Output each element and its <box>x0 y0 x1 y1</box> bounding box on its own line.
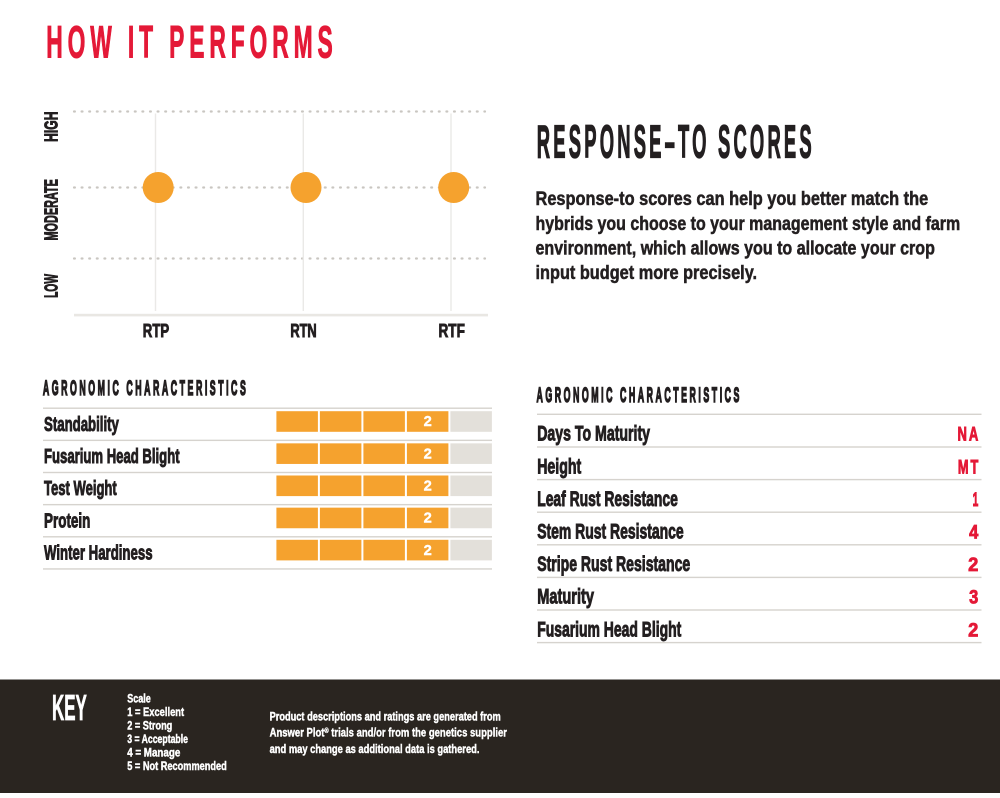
svg-text:HOW IT PERFORMS: HOW IT PERFORMS <box>46 17 337 68</box>
svg-text:3: 3 <box>969 586 978 608</box>
svg-text:Stripe Rust Resistance: Stripe Rust Resistance <box>537 552 690 576</box>
svg-text:NA: NA <box>957 424 980 445</box>
svg-text:Product descriptions and ratin: Product descriptions and ratings are gen… <box>270 710 501 724</box>
svg-text:5 = Not Recommended: 5 = Not Recommended <box>127 760 227 773</box>
svg-text:RESPONSE–TO SCORES: RESPONSE–TO SCORES <box>537 117 815 168</box>
svg-text:4 = Manage: 4 = Manage <box>127 747 180 760</box>
svg-text:MODERATE: MODERATE <box>42 179 63 240</box>
svg-text:Test Weight: Test Weight <box>44 477 117 500</box>
svg-text:Fusarium Head Blight: Fusarium Head Blight <box>537 617 681 641</box>
svg-text:RTF: RTF <box>439 321 465 342</box>
svg-text:2: 2 <box>424 446 432 462</box>
svg-text:Stem Rust Resistance: Stem Rust Resistance <box>537 520 684 544</box>
svg-text:AGRONOMIC CHARACTERISTICS: AGRONOMIC CHARACTERISTICS <box>43 377 248 400</box>
svg-text:Fusarium Head Blight: Fusarium Head Blight <box>44 445 180 468</box>
svg-text:Leaf Rust Resistance: Leaf Rust Resistance <box>537 487 678 511</box>
svg-text:environment, which allows you: environment, which allows you to allocat… <box>536 237 936 259</box>
svg-text:2: 2 <box>968 619 978 641</box>
svg-text:Days To Maturity: Days To Maturity <box>537 422 650 445</box>
svg-text:RTP: RTP <box>143 321 170 342</box>
svg-text:Maturity: Maturity <box>537 585 594 608</box>
svg-text:2: 2 <box>424 511 432 527</box>
svg-text:3 = Acceptable: 3 = Acceptable <box>127 734 188 746</box>
svg-text:hybrids you choose to your man: hybrids you choose to your management st… <box>536 212 961 234</box>
svg-text:input budget more precisely.: input budget more precisely. <box>536 262 758 284</box>
svg-text:2: 2 <box>968 554 978 576</box>
svg-text:LOW: LOW <box>41 273 62 297</box>
svg-text:HIGH: HIGH <box>42 112 62 142</box>
svg-text:1: 1 <box>973 490 979 511</box>
svg-text:1 = Excellent: 1 = Excellent <box>127 706 184 719</box>
svg-text:Answer Plot® trials and/or fro: Answer Plot® trials and/or from the gene… <box>270 727 508 740</box>
svg-text:Height: Height <box>537 455 581 478</box>
svg-text:Protein: Protein <box>44 508 90 532</box>
svg-text:MT: MT <box>958 457 980 478</box>
svg-text:2: 2 <box>424 543 432 559</box>
svg-text:4: 4 <box>969 521 978 543</box>
svg-text:KEY: KEY <box>52 688 87 728</box>
svg-text:2: 2 <box>424 479 432 495</box>
svg-text:Winter Hardiness: Winter Hardiness <box>44 542 153 564</box>
svg-text:Scale: Scale <box>127 694 151 706</box>
svg-text:and may change as additional d: and may change as additional data is gat… <box>270 743 480 756</box>
svg-text:AGRONOMIC CHARACTERISTICS: AGRONOMIC CHARACTERISTICS <box>537 384 742 407</box>
svg-text:RTN: RTN <box>290 321 316 342</box>
svg-text:Response-to scores can help yo: Response-to scores can help you better m… <box>536 188 929 210</box>
svg-text:2: 2 <box>424 414 432 430</box>
svg-text:Standability: Standability <box>44 413 119 435</box>
svg-text:2 = Strong: 2 = Strong <box>127 720 172 733</box>
